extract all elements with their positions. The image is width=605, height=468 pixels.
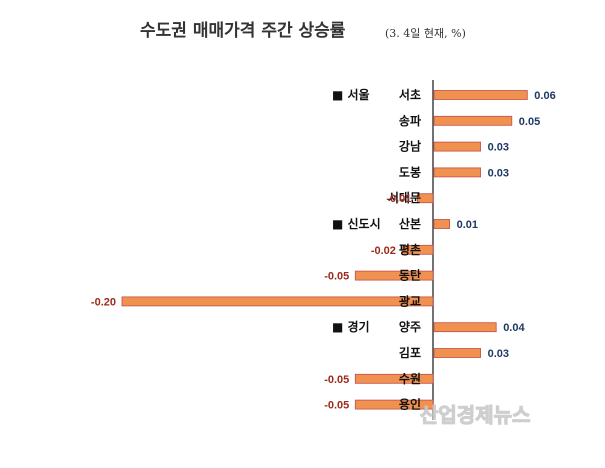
bar-산본 [433, 219, 451, 229]
chart-subtitle: (3. 4일 현재, %) [385, 26, 466, 40]
category-label: 수원 [399, 372, 421, 386]
bar-송파 [433, 115, 513, 126]
category-label: 광교 [399, 293, 421, 308]
category-label: 서초 [399, 87, 421, 102]
chart-title: 수도권 매매가격 주간 상승률 [140, 21, 346, 41]
value-label: 0.06 [534, 90, 555, 102]
bar-평촌 [401, 244, 434, 255]
category-label: 김포 [399, 345, 421, 360]
bar-용인 [354, 399, 434, 410]
labels-layer: 서초 0.06 송파 0.05 강남 0.03 도봉 0.03 서대문-0.01 산본 0.01 평촌… [91, 87, 556, 412]
value-label: 0.03 [488, 348, 509, 360]
group-label: ■ 서울 [332, 87, 370, 102]
category-label: 양주 [399, 319, 421, 334]
category-label: 도봉 [399, 165, 421, 179]
value-label: 0.05 [519, 116, 540, 128]
bar-광교 [121, 296, 434, 307]
bar-수원 [354, 373, 434, 384]
watermark: 산업경제뉴스 [420, 403, 530, 427]
bars-layer [121, 90, 528, 410]
value-label: 0.03 [488, 167, 509, 179]
category-label: 강남 [399, 139, 421, 154]
value-label: 0.04 [503, 322, 525, 334]
value-label: 0.03 [488, 142, 509, 154]
bar-서대문 [416, 193, 434, 204]
category-label: 용인 [399, 397, 421, 412]
value-label: 0.01 [457, 219, 478, 231]
value-label: -0.05 [324, 271, 349, 283]
value-label: -0.20 [91, 296, 116, 308]
value-label: -0.01 [386, 193, 411, 205]
category-label: 서대문 [388, 190, 421, 205]
bar-김포 [433, 348, 481, 358]
group-label: ■ 신도시 [332, 216, 381, 231]
category-label: 산본 [399, 216, 421, 231]
bar-서초 [433, 90, 528, 100]
bar-도봉 [433, 167, 481, 178]
value-label: -0.02 [371, 245, 396, 257]
bar-동탄 [354, 270, 434, 281]
bar-양주 [433, 322, 497, 333]
category-label: 송파 [399, 113, 421, 128]
value-label: -0.05 [324, 374, 349, 386]
category-label: 동탄 [399, 268, 421, 283]
value-label: -0.05 [324, 400, 349, 412]
group-label: ■ 경기 [332, 319, 370, 334]
category-label: 평촌 [399, 242, 421, 257]
bar-강남 [433, 141, 481, 152]
